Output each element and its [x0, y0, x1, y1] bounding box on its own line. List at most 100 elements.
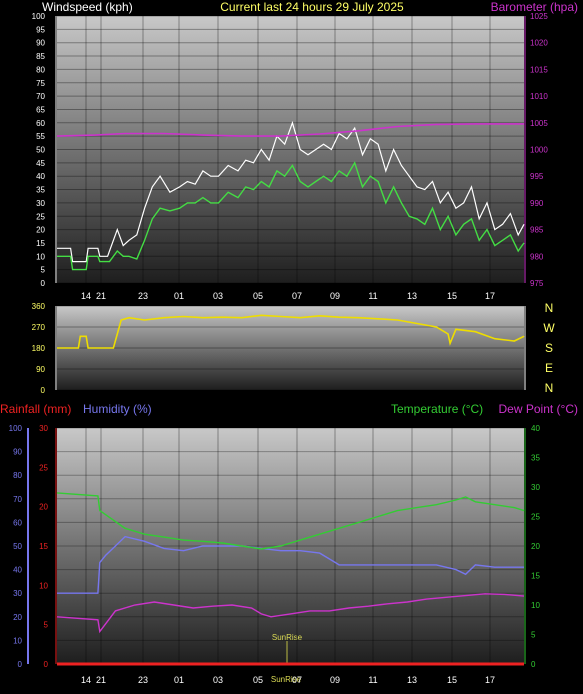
wind-y-tick: 75: [36, 79, 45, 88]
humidity-y-tick: 60: [13, 518, 22, 527]
compass-n-top: N: [545, 301, 554, 315]
x-tick-label-bottom: 13: [407, 675, 417, 685]
temp-y-tick: 15: [531, 572, 540, 581]
wind-panel-bg: [57, 16, 524, 283]
x-tick-label-bottom: 23: [138, 675, 148, 685]
wind-y-tick: 0: [41, 279, 46, 288]
barometer-series: [56, 123, 524, 137]
humidity-y-tick: 30: [13, 589, 22, 598]
sunrise-axis-label: SunRise: [271, 675, 302, 684]
wind-y-tick: 40: [36, 172, 45, 181]
wind-y-tick: 10: [36, 252, 45, 261]
baro-y-tick: 990: [530, 199, 544, 208]
x-tick-label-top: 14: [81, 291, 91, 301]
rainfall-title: Rainfall (mm): [0, 402, 71, 416]
temperature-series: [56, 492, 525, 550]
humidity-y-tick: 80: [13, 471, 22, 480]
temp-y-tick: 20: [531, 542, 540, 551]
center-title: Current last 24 hours 29 July 2025: [220, 0, 404, 14]
humidity-y-tick: 20: [13, 613, 22, 622]
dir-y-tick: 180: [32, 344, 46, 353]
wind-y-tick: 35: [36, 186, 45, 195]
rain-y-tick: 5: [44, 621, 49, 630]
temp-y-tick: 35: [531, 454, 540, 463]
baro-title: Barometer (hpa): [491, 0, 578, 14]
x-tick-label-bottom: 07: [292, 675, 302, 685]
rain-y-tick: 0: [44, 660, 49, 669]
dir-y-tick: 270: [32, 323, 46, 332]
wind-y-tick: 55: [36, 132, 45, 141]
compass-e: E: [545, 361, 553, 375]
x-tick-label-top: 03: [213, 291, 223, 301]
compass-s: S: [545, 341, 553, 355]
rain-y-tick: 20: [39, 503, 48, 512]
x-tick-label-bottom: 15: [447, 675, 457, 685]
x-tick-label-bottom: 05: [253, 675, 263, 685]
rain-y-tick: 30: [39, 424, 48, 433]
humidity-y-tick: 100: [9, 424, 23, 433]
x-tick-label-bottom: 17: [485, 675, 495, 685]
baro-y-tick: 975: [530, 279, 544, 288]
dir-y-tick: 360: [32, 302, 46, 311]
wind-y-tick: 85: [36, 52, 45, 61]
wind-y-tick: 50: [36, 146, 45, 155]
humidity-y-tick: 50: [13, 542, 22, 551]
x-tick-label-top: 13: [407, 291, 417, 301]
baro-y-tick: 1020: [530, 39, 548, 48]
wind-y-tick: 45: [36, 159, 45, 168]
temp-y-tick: 0: [531, 660, 536, 669]
rain-y-tick: 10: [39, 581, 48, 590]
wind-y-tick: 70: [36, 92, 45, 101]
x-tick-label-top: 23: [138, 291, 148, 301]
humidity-title: Humidity (%): [83, 402, 152, 416]
wind-y-tick: 100: [32, 12, 46, 21]
x-tick-label-top: 17: [485, 291, 495, 301]
baro-y-tick: 1005: [530, 119, 548, 128]
wind-y-tick: 65: [36, 105, 45, 114]
x-tick-label-top: 05: [253, 291, 263, 301]
humidity-y-tick: 90: [13, 448, 22, 457]
temp-y-tick: 5: [531, 631, 536, 640]
sunrise-label: SunRise: [272, 633, 303, 642]
wind-y-tick: 95: [36, 25, 45, 34]
temp-y-tick: 10: [531, 601, 540, 610]
x-tick-label-bottom: 14: [81, 675, 91, 685]
baro-y-tick: 1015: [530, 65, 548, 74]
wind-y-tick: 90: [36, 39, 45, 48]
temp-y-tick: 30: [531, 483, 540, 492]
rain-y-tick: 25: [39, 463, 48, 472]
x-tick-label-top: 01: [174, 291, 184, 301]
humidity-y-tick: 40: [13, 566, 22, 575]
wind-y-tick: 20: [36, 226, 45, 235]
wind-y-tick: 60: [36, 119, 45, 128]
average-series: [57, 161, 525, 271]
temperature-title: Temperature (°C): [391, 402, 483, 416]
wind-y-tick: 5: [41, 266, 46, 275]
baro-y-tick: 980: [530, 252, 544, 261]
baro-y-tick: 1010: [530, 92, 548, 101]
dir-y-tick: 0: [41, 386, 46, 395]
wind-title: Windspeed (kph): [42, 0, 133, 14]
direction-panel-bg: [57, 306, 524, 390]
dir-y-tick: 90: [36, 365, 45, 374]
x-tick-label-top: 15: [447, 291, 457, 301]
x-tick-label-bottom: 09: [330, 675, 340, 685]
wind-y-tick: 80: [36, 65, 45, 74]
x-tick-label-bottom: 01: [174, 675, 184, 685]
baro-y-tick: 995: [530, 172, 544, 181]
humidity-y-tick: 0: [18, 660, 23, 669]
dewpoint-series: [56, 593, 525, 634]
x-tick-label-bottom: 03: [213, 675, 223, 685]
dewpoint-title: Dew Point (°C): [499, 402, 578, 416]
wind-y-tick: 30: [36, 199, 45, 208]
direction-series: [57, 314, 525, 349]
baro-y-tick: 1000: [530, 146, 548, 155]
x-tick-label-top: 11: [368, 291, 377, 301]
humidity-y-tick: 70: [13, 495, 22, 504]
wind-y-tick: 15: [36, 239, 45, 248]
x-tick-label-bottom: 11: [368, 675, 377, 685]
rain-y-tick: 15: [39, 542, 48, 551]
bottom-panel-bg: [57, 428, 524, 664]
x-tick-label-top: 09: [330, 291, 340, 301]
compass-w: W: [543, 321, 555, 335]
